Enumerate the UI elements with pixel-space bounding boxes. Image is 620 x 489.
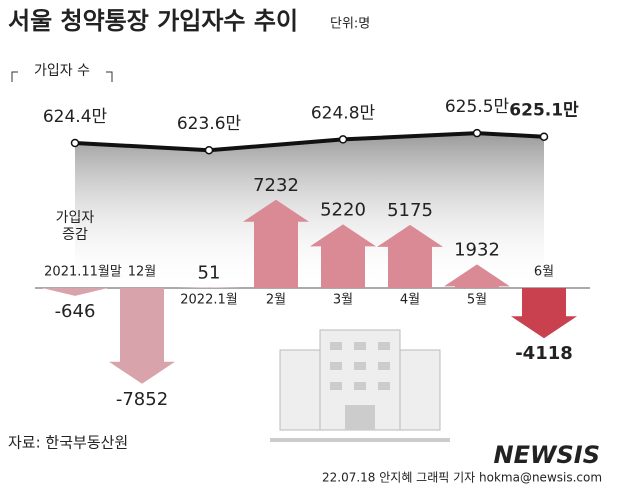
change-label-line: 증감 [62,227,88,243]
x-tick-label: 2021.11월말 [44,265,122,280]
logo: NEWSIS [494,441,600,469]
line-point [539,132,549,141]
line-label-bg [18,62,106,80]
arrow-bar [109,288,175,384]
arrow-bar [377,224,443,288]
line-value-label: 624.4만 [43,107,108,127]
value-label: 5220 [320,199,366,220]
value-label: 5175 [387,200,433,221]
unit: 단위:명 [330,17,370,32]
line-value-label: 625.5만 [445,97,510,117]
line-value-label: 623.6만 [177,114,242,134]
x-tick-label: 4월 [400,293,420,308]
arrow-bar [42,288,108,296]
line-legend: 가입자 수 [34,63,90,79]
x-tick-label: 2022.1월 [180,293,237,308]
line-value-label: 625.1만 [509,101,579,121]
line-value-label: 624.8만 [311,103,376,123]
arrow-bar [176,287,242,288]
value-label: -646 [55,301,96,322]
source: 자료: 한국부동산원 [8,434,128,452]
arrow-bar [243,199,309,288]
line-point [204,145,214,155]
building [270,329,450,442]
x-tick-label: 3월 [333,293,353,308]
arrow-bar [310,224,376,288]
line-point [338,135,348,144]
line-point [70,138,80,148]
chart-title: 서울 청약통장 가입자수 추이 [8,7,298,35]
credit: 22.07.18 안지혜 그래픽 기자 hokma@newsis.com [322,471,602,485]
value-label: 1932 [454,239,500,260]
arrow-bar [444,264,510,288]
value-label: -4118 [515,343,573,364]
change-label: 가입자 증감 [56,210,95,243]
arrow-bar [511,288,577,339]
x-tick-label: 6월 [534,265,554,280]
x-tick-label: 2월 [266,293,286,308]
value-label: 51 [198,262,221,283]
x-tick-label: 12월 [128,265,157,280]
change-label-line: 가입자 [56,210,95,226]
x-tick-label: 5월 [467,293,487,308]
line-point [472,128,482,138]
value-label: -7852 [116,389,168,410]
value-label: 7232 [253,175,299,196]
